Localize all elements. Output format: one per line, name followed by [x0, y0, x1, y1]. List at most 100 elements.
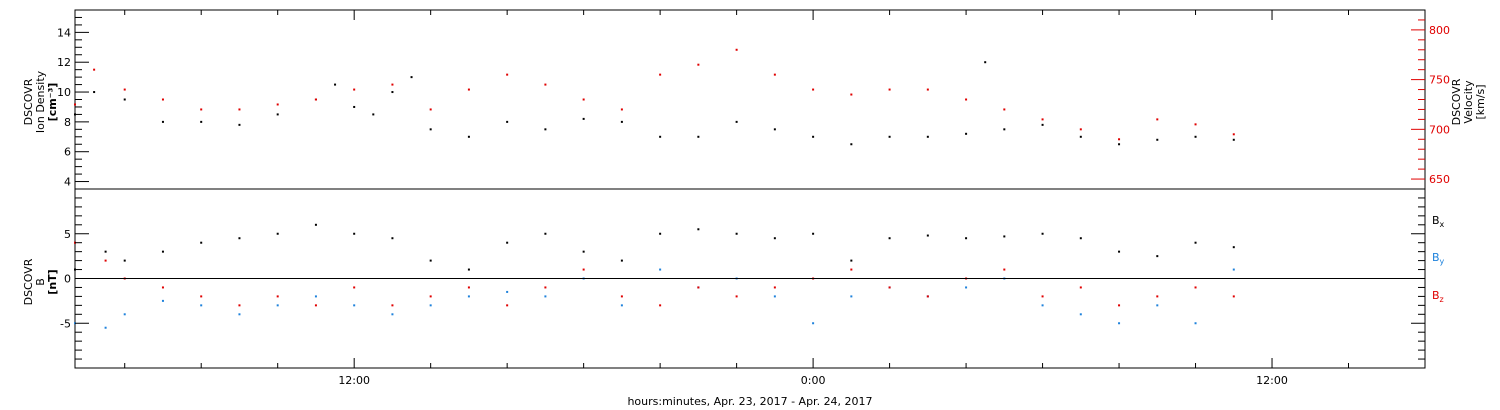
top-point-s0: [1232, 138, 1235, 141]
bottom-left-y-title-line-3: [nT]: [46, 269, 59, 294]
top-left-y-tick-label: 10: [57, 86, 71, 99]
top-point-s1: [888, 88, 891, 91]
bottom-left-y-tick-label: -5: [60, 317, 71, 330]
top-point-s0: [467, 135, 470, 138]
top-point-s1: [1003, 108, 1006, 111]
bottom-point-s0: [123, 259, 126, 262]
bottom-point-s1: [773, 295, 776, 298]
bottom-point-s1: [1118, 322, 1121, 325]
top-point-s1: [1156, 118, 1159, 121]
top-point-s0: [1118, 143, 1121, 146]
bottom-point-s0: [926, 234, 929, 237]
top-point-s1: [1079, 128, 1082, 131]
bottom-point-s1: [659, 268, 662, 271]
bottom-point-s0: [620, 259, 623, 262]
top-left-y-title-line-2: Ion Density: [34, 70, 47, 133]
top-point-s0: [410, 76, 413, 79]
bottom-point-s1: [1041, 304, 1044, 307]
x-tick-label: 12:00: [338, 374, 370, 387]
legend: Bx By Bz: [1432, 214, 1445, 304]
top-point-s1: [812, 88, 815, 91]
bottom-point-s0: [353, 232, 356, 235]
bottom-point-s1: [276, 304, 279, 307]
top-point-s1: [773, 73, 776, 76]
top-point-s0: [544, 128, 547, 131]
top-point-s1: [161, 98, 164, 101]
top-panel-points: [74, 48, 1235, 146]
top-point-s0: [1041, 123, 1044, 126]
top-point-s0: [984, 61, 987, 64]
top-point-s0: [620, 120, 623, 123]
top-point-s1: [544, 83, 547, 86]
bottom-point-s1: [104, 326, 107, 329]
bottom-left-y-tick-label: 0: [64, 273, 71, 286]
top-point-s1: [926, 88, 929, 91]
bottom-point-s2: [314, 304, 317, 307]
bottom-point-s2: [1079, 286, 1082, 289]
bottom-point-s2: [200, 295, 203, 298]
top-point-s1: [582, 98, 585, 101]
bottom-left-y-title-line-1: DSCOVR: [22, 258, 35, 305]
bottom-point-s0: [467, 268, 470, 271]
top-point-s1: [93, 68, 96, 71]
bottom-point-s2: [888, 286, 891, 289]
bottom-point-s2: [697, 286, 700, 289]
bottom-point-s0: [506, 241, 509, 244]
top-left-y-tick-label: 12: [57, 56, 71, 69]
bottom-point-s2: [582, 268, 585, 271]
x-tick-label: 0:00: [801, 374, 826, 387]
bottom-point-s2: [1118, 304, 1121, 307]
bottom-point-s2: [926, 295, 929, 298]
top-point-s0: [200, 120, 203, 123]
top-point-s0: [965, 132, 968, 135]
bottom-point-s1: [812, 322, 815, 325]
legend-bz: Bz: [1432, 289, 1444, 304]
top-point-s0: [697, 135, 700, 138]
top-point-s1: [238, 108, 241, 111]
top-left-y-tick-label: 4: [64, 176, 71, 189]
top-point-s1: [1118, 138, 1121, 141]
top-point-s1: [965, 98, 968, 101]
bottom-point-s0: [582, 250, 585, 253]
top-point-s0: [1003, 128, 1006, 131]
top-point-s0: [659, 135, 662, 138]
bottom-point-s2: [391, 304, 394, 307]
bottom-point-s0: [965, 237, 968, 240]
bottom-point-s0: [429, 259, 432, 262]
bottom-point-s0: [850, 259, 853, 262]
top-point-s1: [1194, 123, 1197, 126]
bottom-point-s0: [1079, 237, 1082, 240]
bottom-point-s0: [391, 237, 394, 240]
top-point-s0: [926, 135, 929, 138]
top-point-s0: [123, 98, 126, 101]
bottom-point-s0: [1003, 235, 1006, 238]
top-point-s1: [620, 108, 623, 111]
top-point-s0: [506, 120, 509, 123]
bottom-point-s1: [238, 313, 241, 316]
top-right-y-title-line-3: [km/s]: [1474, 84, 1487, 119]
top-left-y-tick-label: 14: [57, 26, 71, 39]
bottom-point-s2: [1041, 295, 1044, 298]
top-point-s0: [735, 120, 738, 123]
bottom-point-s0: [659, 232, 662, 235]
bottom-point-s0: [104, 250, 107, 253]
bottom-point-s2: [238, 304, 241, 307]
top-point-s1: [74, 103, 76, 106]
top-right-y-tick-label: 750: [1429, 74, 1450, 87]
bottom-point-s2: [467, 286, 470, 289]
bottom-point-s0: [314, 223, 317, 226]
x-axis-title: hours:minutes, Apr. 23, 2017 - Apr. 24, …: [627, 395, 872, 408]
bottom-point-s2: [659, 304, 662, 307]
top-point-s0: [372, 113, 375, 116]
bottom-panel-points: [74, 223, 1235, 329]
top-left-y-tick-label: 6: [64, 146, 71, 159]
bottom-point-s0: [888, 237, 891, 240]
bottom-point-s1: [467, 295, 470, 298]
top-point-s0: [1156, 138, 1159, 141]
top-point-s0: [773, 128, 776, 131]
top-point-s1: [697, 63, 700, 66]
bottom-point-s0: [1118, 250, 1121, 253]
bottom-point-s2: [773, 286, 776, 289]
bottom-point-s0: [773, 237, 776, 240]
top-point-s0: [850, 143, 853, 146]
